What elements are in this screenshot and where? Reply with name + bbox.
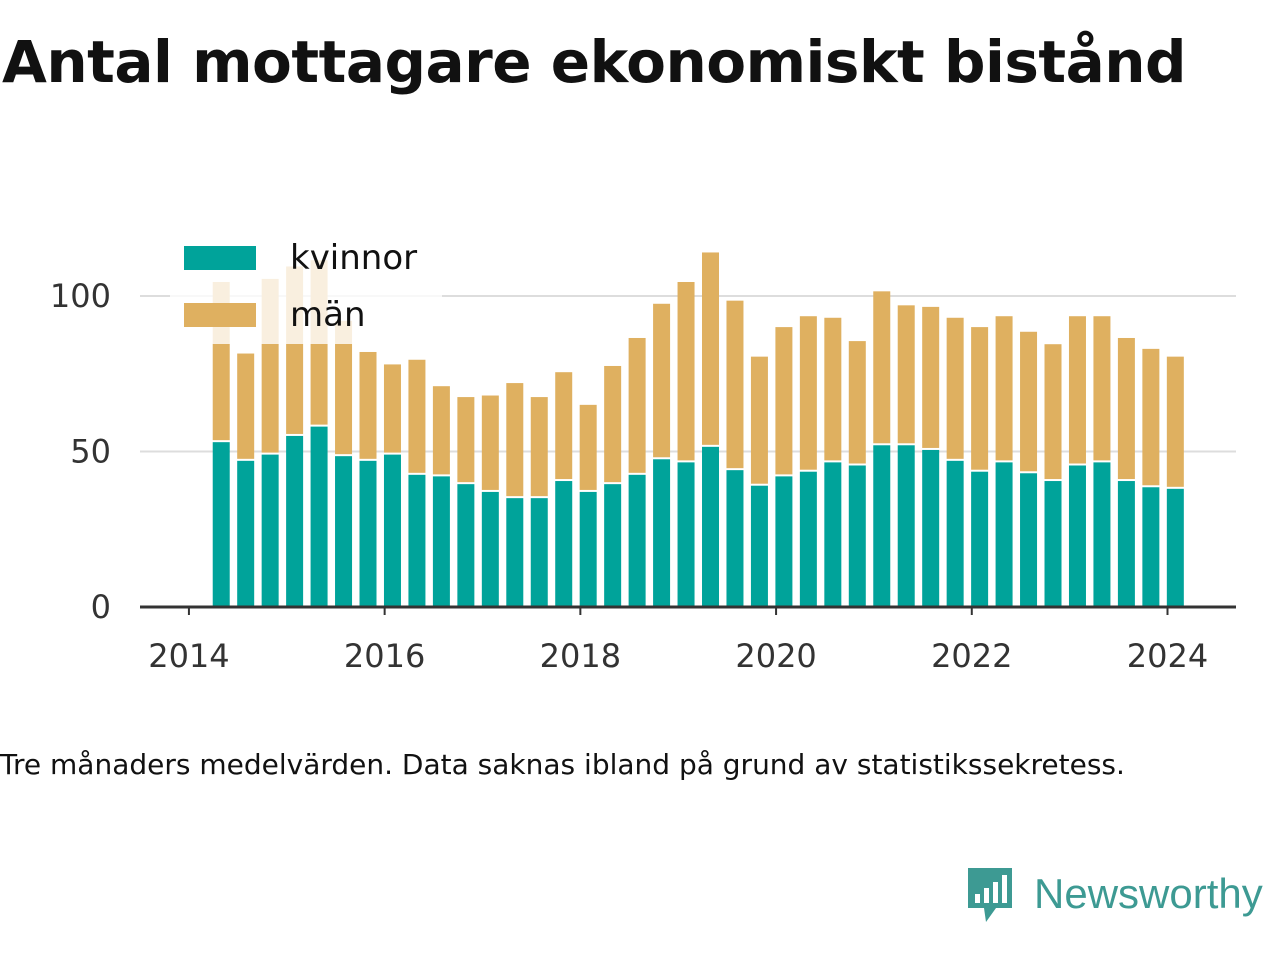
x-tick-label: 2016 — [344, 637, 425, 675]
y-tick-label: 0 — [91, 588, 111, 626]
brand-name: Newsworthy — [1034, 870, 1263, 917]
newsworthy-logo-icon — [968, 868, 1012, 922]
bar-kvinnor — [261, 454, 279, 607]
bar-man — [530, 397, 548, 497]
bar-man — [1068, 316, 1086, 464]
bar-kvinnor — [555, 481, 573, 607]
bar-man — [702, 252, 720, 445]
bar-man — [750, 356, 768, 484]
legend-label-man: män — [290, 295, 366, 335]
bar-kvinnor — [359, 460, 377, 607]
bar-man — [628, 337, 646, 473]
bar-kvinnor — [922, 449, 940, 607]
bar-kvinnor — [310, 426, 328, 607]
bar-kvinnor — [1093, 462, 1111, 607]
bar-man — [653, 303, 671, 458]
bar-man — [1166, 356, 1184, 487]
bar-kvinnor — [457, 484, 475, 607]
bar-kvinnor — [897, 445, 915, 607]
legend-label-kvinnor: kvinnor — [290, 238, 417, 278]
bar-man — [1044, 344, 1062, 480]
bar-kvinnor — [1020, 473, 1038, 607]
bar-man — [799, 316, 817, 470]
bar-kvinnor — [506, 498, 524, 607]
bar-kvinnor — [848, 465, 866, 607]
x-tick-label: 2020 — [735, 637, 816, 675]
bar-kvinnor — [1068, 465, 1086, 607]
x-tick-label: 2014 — [148, 637, 229, 675]
bar-man — [824, 317, 842, 461]
bar-man — [432, 386, 450, 475]
bar-man — [946, 317, 964, 459]
bar-kvinnor — [799, 471, 817, 607]
bar-man — [359, 351, 377, 459]
bar-man — [383, 364, 401, 453]
bar-man — [1142, 348, 1160, 486]
bar-man — [335, 320, 353, 455]
bar-man — [457, 397, 475, 483]
bar-kvinnor — [212, 442, 230, 607]
bar-man — [971, 327, 989, 470]
stacked-bar-chart: 0 50 100 2014 2016 2018 2020 2022 2024 kvinnor mä… — [49, 232, 1236, 675]
bar-man — [1093, 316, 1111, 461]
y-tick-label: 50 — [70, 433, 111, 471]
bar-man — [1020, 331, 1038, 472]
bar-man — [408, 359, 426, 473]
bar-kvinnor — [653, 459, 671, 607]
axes: 0 50 100 2014 2016 2018 2020 2022 2024 — [50, 277, 1236, 675]
bar-man — [726, 300, 744, 469]
bar-kvinnor — [702, 446, 720, 607]
bar-man — [579, 404, 597, 490]
bar-kvinnor — [383, 454, 401, 607]
bar-kvinnor — [750, 485, 768, 607]
bar-man — [922, 306, 940, 448]
bar-man — [506, 383, 524, 497]
bar-man — [481, 395, 499, 490]
chart-title: Antal mottagare ekonomiskt bistånd — [2, 28, 1187, 96]
x-tick-label: 2022 — [931, 637, 1012, 675]
y-tick-label: 100 — [50, 277, 111, 315]
bar-man — [555, 372, 573, 480]
bar-kvinnor — [1142, 487, 1160, 607]
bar-kvinnor — [1117, 481, 1135, 607]
bar-kvinnor — [775, 476, 793, 607]
bar-man — [897, 305, 915, 444]
bar-kvinnor — [530, 498, 548, 607]
bar-kvinnor — [579, 491, 597, 607]
bar-man — [775, 327, 793, 475]
bar-kvinnor — [335, 456, 353, 607]
legend-swatch-man — [184, 303, 256, 327]
x-tick-label: 2018 — [540, 637, 621, 675]
bar-kvinnor — [1044, 481, 1062, 607]
legend: kvinnor män — [170, 232, 442, 344]
bar-kvinnor — [432, 476, 450, 607]
bar-man — [995, 316, 1013, 461]
bar-kvinnor — [946, 460, 964, 607]
bar-man — [604, 365, 622, 483]
bar-man — [873, 291, 891, 444]
bar-kvinnor — [873, 445, 891, 607]
bar-kvinnor — [824, 462, 842, 607]
bar-kvinnor — [408, 474, 426, 607]
bar-kvinnor — [1166, 488, 1184, 607]
bar-kvinnor — [677, 462, 695, 607]
bar-kvinnor — [726, 470, 744, 607]
bar-man — [677, 282, 695, 461]
bar-man — [848, 341, 866, 464]
bar-kvinnor — [286, 435, 304, 607]
bar-man — [237, 353, 255, 459]
bar-kvinnor — [628, 474, 646, 607]
bar-kvinnor — [995, 462, 1013, 607]
bar-kvinnor — [604, 484, 622, 607]
bar-kvinnor — [237, 460, 255, 607]
brand: Newsworthy — [964, 864, 1263, 924]
legend-swatch-kvinnor — [184, 246, 256, 270]
x-tick-label: 2024 — [1127, 637, 1208, 675]
bars — [212, 252, 1184, 607]
bar-kvinnor — [481, 491, 499, 607]
bar-kvinnor — [971, 471, 989, 607]
bar-man — [1117, 337, 1135, 480]
chart-caption: Tre månaders medelvärden. Data saknas ib… — [0, 748, 1125, 781]
